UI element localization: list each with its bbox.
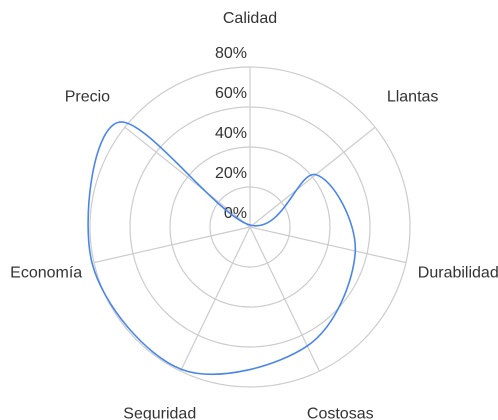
y-tick-label: 60% bbox=[215, 85, 247, 102]
spoke bbox=[249, 226, 320, 372]
spoke bbox=[249, 126, 376, 228]
category-label: Costosas bbox=[307, 406, 374, 420]
category-label: Calidad bbox=[223, 10, 277, 27]
spoke bbox=[249, 226, 407, 264]
spoke bbox=[93, 226, 251, 264]
y-tick-label: 40% bbox=[215, 125, 247, 142]
category-label: Seguridad bbox=[123, 406, 196, 420]
category-label: Economía bbox=[10, 265, 82, 282]
spoke bbox=[180, 226, 251, 372]
category-label: Durabilidad bbox=[418, 265, 498, 282]
category-label: Precio bbox=[65, 89, 110, 106]
category-label: Llantas bbox=[387, 89, 439, 106]
y-tick-label: 80% bbox=[215, 45, 247, 62]
series-line bbox=[87, 121, 357, 376]
y-tick-label: 20% bbox=[215, 165, 247, 182]
spoke bbox=[124, 126, 251, 228]
y-tick-label: 0% bbox=[224, 205, 247, 222]
